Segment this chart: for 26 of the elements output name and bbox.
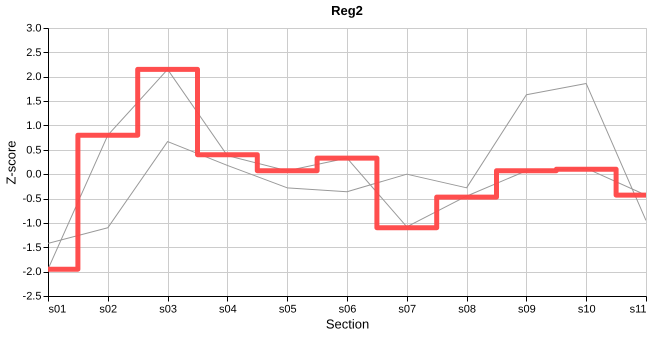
y-tick-label: 0.0 [26,168,42,181]
y-tick-label: 1.5 [26,96,42,108]
x-tick-label: s01 [48,304,66,316]
x-axis-title: Section [326,316,370,332]
x-tick-label: s05 [278,304,297,316]
x-tick-label: s10 [578,304,596,316]
y-axis-title: Z-score [4,140,19,185]
x-tick-label: s11 [630,304,646,316]
y-tick-label: -1.5 [22,242,42,254]
y-tick-label: 3.0 [26,22,42,34]
y-tick-label: -2.5 [22,290,42,302]
chart-title: Reg2 [331,3,363,18]
x-tick-label: s04 [219,304,237,316]
y-tick-label: 0.5 [26,144,42,156]
x-tick-label: s08 [458,304,476,316]
x-tick-label: s07 [398,304,416,316]
x-tick-label: s09 [518,304,536,316]
y-tick-label: -0.5 [22,193,42,206]
y-tick-label: -1.0 [22,217,42,230]
y-tick-label: 2.0 [26,71,42,84]
x-tick-label: s02 [99,304,118,316]
y-tick-label: 2.5 [26,46,42,59]
y-tick-label: -2.0 [22,266,42,278]
x-tick-label: s06 [338,304,356,316]
y-tick-label: 1.0 [26,120,42,132]
x-tick-label: s03 [159,304,177,316]
